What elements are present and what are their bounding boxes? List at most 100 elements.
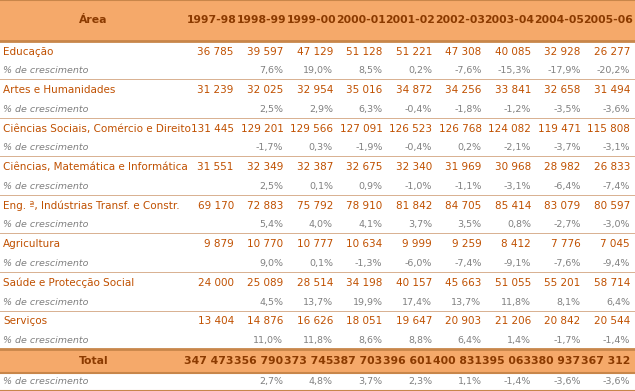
Text: -6,4%: -6,4% xyxy=(553,182,580,191)
Text: % de crescimento: % de crescimento xyxy=(3,259,88,268)
Text: 126 523: 126 523 xyxy=(389,124,432,134)
Text: % de crescimento: % de crescimento xyxy=(3,105,88,114)
Text: 119 471: 119 471 xyxy=(538,124,580,134)
Text: % de crescimento: % de crescimento xyxy=(3,221,88,230)
Text: 396 601: 396 601 xyxy=(383,356,432,366)
Text: 395 063: 395 063 xyxy=(482,356,531,366)
Text: -7,6%: -7,6% xyxy=(553,259,580,268)
Text: -2,7%: -2,7% xyxy=(553,221,580,230)
Text: 16 626: 16 626 xyxy=(297,316,333,326)
Text: 6,4%: 6,4% xyxy=(457,336,481,345)
Text: -15,3%: -15,3% xyxy=(498,66,531,75)
Text: 6,4%: 6,4% xyxy=(606,298,630,307)
Text: 34 256: 34 256 xyxy=(445,85,481,95)
Text: 0,2%: 0,2% xyxy=(457,143,481,152)
Text: 0,8%: 0,8% xyxy=(507,221,531,230)
Bar xyxy=(0,118,635,140)
Text: % de crescimento: % de crescimento xyxy=(3,66,88,75)
Text: 83 079: 83 079 xyxy=(544,201,580,211)
Text: 4,8%: 4,8% xyxy=(309,377,333,386)
Text: 356 790: 356 790 xyxy=(234,356,283,366)
Text: 1,1%: 1,1% xyxy=(457,377,481,386)
Text: 69 170: 69 170 xyxy=(197,201,234,211)
Text: 85 414: 85 414 xyxy=(495,201,531,211)
Text: 9 259: 9 259 xyxy=(451,239,481,249)
Text: 4,5%: 4,5% xyxy=(259,298,283,307)
Text: 2,9%: 2,9% xyxy=(309,105,333,114)
Text: -9,4%: -9,4% xyxy=(603,259,630,268)
Text: 32 658: 32 658 xyxy=(544,85,580,95)
Text: 2,3%: 2,3% xyxy=(408,377,432,386)
Text: Serviços: Serviços xyxy=(3,316,47,326)
Text: Total: Total xyxy=(79,356,109,366)
Text: 4,1%: 4,1% xyxy=(358,221,382,230)
Text: 9,0%: 9,0% xyxy=(259,259,283,268)
Text: 32 387: 32 387 xyxy=(297,162,333,172)
Bar xyxy=(0,178,635,195)
Bar xyxy=(0,373,635,391)
Text: -3,6%: -3,6% xyxy=(553,377,580,386)
Text: 2,5%: 2,5% xyxy=(259,105,283,114)
Text: -1,4%: -1,4% xyxy=(603,336,630,345)
Text: 13 404: 13 404 xyxy=(197,316,234,326)
Text: Saúde e Protecção Social: Saúde e Protecção Social xyxy=(3,278,134,288)
Text: 14 876: 14 876 xyxy=(247,316,283,326)
Bar xyxy=(0,140,635,156)
Text: 39 597: 39 597 xyxy=(247,47,283,57)
Text: 19 647: 19 647 xyxy=(396,316,432,326)
Text: 20 903: 20 903 xyxy=(445,316,481,326)
Text: 387 703: 387 703 xyxy=(333,356,382,366)
Text: 72 883: 72 883 xyxy=(247,201,283,211)
Text: 131 445: 131 445 xyxy=(191,124,234,134)
Text: 367 312: 367 312 xyxy=(581,356,630,366)
Text: -1,4%: -1,4% xyxy=(504,377,531,386)
Text: -20,2%: -20,2% xyxy=(597,66,630,75)
Text: 0,2%: 0,2% xyxy=(408,66,432,75)
Text: -2,1%: -2,1% xyxy=(504,143,531,152)
Text: -9,1%: -9,1% xyxy=(504,259,531,268)
Text: 32 675: 32 675 xyxy=(346,162,382,172)
Text: Educação: Educação xyxy=(3,47,53,57)
Text: 47 129: 47 129 xyxy=(297,47,333,57)
Bar xyxy=(0,0,635,41)
Text: 55 201: 55 201 xyxy=(544,278,580,288)
Text: 347 473: 347 473 xyxy=(184,356,234,366)
Text: 1998-99: 1998-99 xyxy=(237,15,286,25)
Text: -1,2%: -1,2% xyxy=(504,105,531,114)
Text: % de crescimento: % de crescimento xyxy=(3,377,88,386)
Text: 400 831: 400 831 xyxy=(432,356,481,366)
Text: 31 551: 31 551 xyxy=(197,162,234,172)
Text: -3,6%: -3,6% xyxy=(603,105,630,114)
Text: 51 055: 51 055 xyxy=(495,278,531,288)
Text: 1997-98: 1997-98 xyxy=(187,15,237,25)
Bar xyxy=(0,101,635,118)
Text: -7,6%: -7,6% xyxy=(454,66,481,75)
Text: 124 082: 124 082 xyxy=(488,124,531,134)
Text: -3,5%: -3,5% xyxy=(553,105,580,114)
Text: 26 833: 26 833 xyxy=(594,162,630,172)
Text: 28 514: 28 514 xyxy=(297,278,333,288)
Text: 3,7%: 3,7% xyxy=(358,377,382,386)
Text: 25 089: 25 089 xyxy=(247,278,283,288)
Text: 7,6%: 7,6% xyxy=(259,66,283,75)
Text: Ciências, Matemática e Informática: Ciências, Matemática e Informática xyxy=(3,162,188,172)
Text: 115 808: 115 808 xyxy=(587,124,630,134)
Bar xyxy=(0,195,635,217)
Text: 58 714: 58 714 xyxy=(594,278,630,288)
Bar xyxy=(0,62,635,79)
Text: 8,8%: 8,8% xyxy=(408,336,432,345)
Bar xyxy=(0,349,635,373)
Bar xyxy=(0,79,635,101)
Bar xyxy=(0,272,635,294)
Text: 129 566: 129 566 xyxy=(290,124,333,134)
Text: 34 198: 34 198 xyxy=(346,278,382,288)
Text: Área: Área xyxy=(79,15,108,25)
Text: 84 705: 84 705 xyxy=(445,201,481,211)
Text: 13,7%: 13,7% xyxy=(303,298,333,307)
Text: 32 025: 32 025 xyxy=(247,85,283,95)
Text: 33 841: 33 841 xyxy=(495,85,531,95)
Text: 6,3%: 6,3% xyxy=(358,105,382,114)
Text: 32 954: 32 954 xyxy=(297,85,333,95)
Text: 129 201: 129 201 xyxy=(241,124,283,134)
Text: 20 544: 20 544 xyxy=(594,316,630,326)
